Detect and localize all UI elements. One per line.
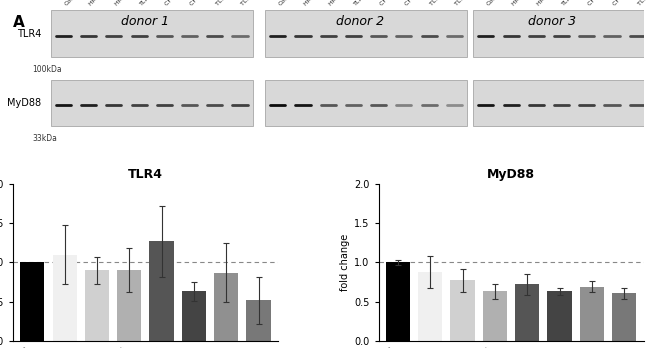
Text: donor 3: donor 3 — [528, 15, 576, 29]
Text: Control: Control — [64, 0, 83, 7]
Bar — [214, 272, 239, 341]
Text: CF 3h: CF 3h — [379, 0, 395, 7]
Text: HMGB1 3h: HMGB1 3h — [88, 0, 116, 7]
Bar — [515, 284, 540, 341]
Bar — [612, 293, 636, 341]
FancyBboxPatch shape — [51, 10, 253, 57]
FancyBboxPatch shape — [265, 80, 467, 126]
Text: Control: Control — [278, 0, 298, 7]
Text: TLR4: TLR4 — [562, 0, 576, 7]
Bar — [20, 262, 44, 341]
Text: CF 24h: CF 24h — [190, 0, 209, 7]
Text: TLR4 + CF 3h: TLR4 + CF 3h — [214, 0, 248, 7]
Text: TLR4 + CF 24h: TLR4 + CF 24h — [240, 0, 277, 7]
Text: Control: Control — [486, 0, 506, 7]
Text: TLR4 + CF 3h: TLR4 + CF 3h — [429, 0, 463, 7]
Bar — [85, 270, 109, 341]
Text: TLR4: TLR4 — [17, 29, 42, 39]
Bar — [53, 254, 77, 341]
Text: MyD88: MyD88 — [7, 98, 42, 108]
Text: 33kDa: 33kDa — [32, 134, 57, 143]
Bar — [483, 292, 507, 341]
Title: MyD88: MyD88 — [487, 168, 535, 181]
Text: donor 1: donor 1 — [122, 15, 170, 29]
Text: CF 3h: CF 3h — [164, 0, 181, 7]
Bar — [246, 300, 270, 341]
Text: HMGB1 24h: HMGB1 24h — [114, 0, 144, 7]
Text: CF 24h: CF 24h — [404, 0, 423, 7]
Text: donor 2: donor 2 — [335, 15, 384, 29]
Bar — [117, 270, 142, 341]
Bar — [418, 272, 443, 341]
FancyBboxPatch shape — [265, 10, 467, 57]
Text: HMGB1 3h: HMGB1 3h — [511, 0, 538, 7]
Bar — [450, 280, 474, 341]
Bar — [547, 292, 571, 341]
Y-axis label: fold change: fold change — [340, 234, 350, 291]
Text: CF 3h: CF 3h — [587, 0, 603, 7]
Text: HMGB1 24h: HMGB1 24h — [328, 0, 358, 7]
FancyBboxPatch shape — [473, 10, 650, 57]
Bar — [386, 262, 410, 341]
FancyBboxPatch shape — [51, 80, 253, 126]
Bar — [580, 287, 604, 341]
Text: 100kDa: 100kDa — [32, 65, 62, 74]
Text: CF 24h: CF 24h — [612, 0, 631, 7]
Bar — [150, 241, 174, 341]
Title: TLR4: TLR4 — [128, 168, 163, 181]
Text: HMGB1 3h: HMGB1 3h — [303, 0, 330, 7]
Text: TLR4 + CF 24h: TLR4 + CF 24h — [454, 0, 491, 7]
Text: TLR4: TLR4 — [354, 0, 368, 7]
Bar — [182, 292, 206, 341]
Text: A: A — [13, 15, 25, 30]
Text: HMGB1 24h: HMGB1 24h — [536, 0, 566, 7]
Text: TLR4: TLR4 — [139, 0, 153, 7]
Text: TLR4 + CF 3h: TLR4 + CF 3h — [637, 0, 650, 7]
FancyBboxPatch shape — [473, 80, 650, 126]
